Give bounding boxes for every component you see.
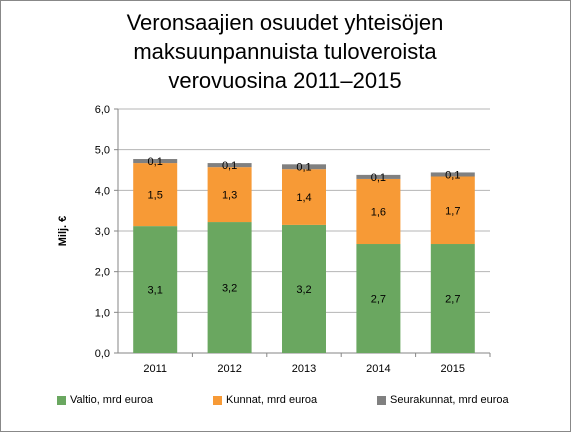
bar-segment: [356, 178, 401, 245]
legend-swatch-kunnat: [213, 395, 222, 405]
y-tick-label: 2,0: [95, 267, 110, 279]
bar-segment: [430, 172, 475, 177]
bar-segment: [133, 159, 178, 164]
y-tick-label: 6,0: [95, 104, 110, 116]
bar-segment: [356, 174, 401, 179]
bar-segment: [282, 169, 326, 225]
x-tick-label: 2014: [366, 363, 390, 375]
data-label: 1,4: [296, 192, 311, 204]
y-tick-label: 0,0: [95, 348, 110, 360]
data-label: 0,1: [296, 162, 311, 174]
y-tick-label: 5,0: [95, 145, 110, 157]
chart-title: Veronsaajien osuudet yhteisöjen maksuunp…: [60, 8, 510, 95]
legend-swatch-valtio: [57, 395, 66, 405]
chart-title-line-2: maksuunpannuista tuloveroista: [133, 39, 437, 64]
data-label: 3,1: [148, 285, 163, 297]
y-tick-label: 3,0: [95, 226, 110, 238]
bar-segment: [133, 163, 178, 227]
x-tick-label: 2013: [292, 363, 316, 375]
bar-segment: [430, 176, 475, 245]
bar-segment: [207, 222, 252, 353]
data-label: 1,7: [445, 205, 460, 217]
chart-title-line-3: verovuosina 2011–2015: [168, 68, 402, 93]
data-label: 3,2: [222, 283, 237, 295]
legend-label-seurakunnat: Seurakunnat, mrd euroa: [390, 394, 509, 406]
legend-item-kunnat: Kunnat, mrd euroa: [213, 390, 317, 410]
x-tick-label: 2011: [143, 363, 167, 375]
chart-title-line-1: Veronsaajien osuudet yhteisöjen: [126, 10, 444, 35]
data-label: 0,1: [371, 172, 386, 184]
y-axis-title: Milj. €: [57, 216, 69, 247]
bar-segment: [282, 224, 326, 353]
data-label: 2,7: [445, 294, 460, 306]
legend-label-kunnat: Kunnat, mrd euroa: [226, 394, 318, 406]
bar-segment: [282, 164, 326, 170]
y-tick-label: 1,0: [95, 307, 110, 319]
data-label: 1,6: [371, 206, 386, 218]
legend-item-seurakunnat: Seurakunnat, mrd euroa: [377, 390, 509, 410]
bar-segment: [133, 226, 178, 353]
data-label: 1,3: [222, 190, 237, 202]
legend-swatch-seurakunnat: [377, 395, 386, 405]
bar-segment: [207, 167, 252, 223]
data-label: 2,7: [371, 294, 386, 306]
data-label: 0,1: [148, 156, 163, 168]
legend-item-valtio: Valtio, mrd euroa: [57, 390, 153, 410]
data-label: 1,5: [148, 190, 163, 202]
stacked-bar-chart: 0,0 1,0 2,0 3,0 4,0 5,0 6,0 Milj. € 2011 3,1 1,5 0,…: [57, 104, 491, 375]
y-tick-label: 4,0: [95, 185, 110, 197]
data-label: 3,2: [296, 284, 311, 296]
data-label: 0,1: [445, 169, 460, 181]
bar-segment: [430, 244, 475, 353]
bar-segment: [356, 244, 401, 353]
x-tick-label: 2012: [217, 363, 241, 375]
legend-label-valtio: Valtio, mrd euroa: [70, 394, 153, 406]
legend: Valtio, mrd euroa Kunnat, mrd euroa Seur…: [0, 390, 571, 410]
x-tick-label: 2015: [441, 363, 465, 375]
bar-segment: [207, 163, 252, 168]
data-label: 0,1: [222, 160, 237, 172]
